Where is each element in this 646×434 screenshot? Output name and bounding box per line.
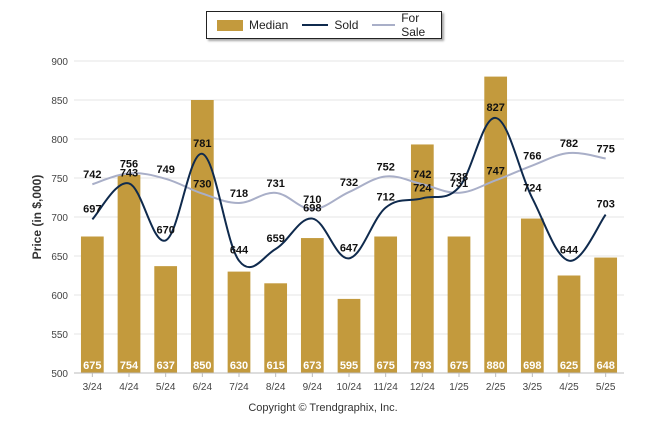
median-data-label: 625 bbox=[560, 360, 578, 372]
median-data-label: 675 bbox=[450, 360, 468, 372]
sold-data-label: 724 bbox=[523, 182, 542, 194]
y-tick-label: 900 bbox=[51, 57, 68, 68]
legend-item-forsale: For Sale bbox=[372, 11, 441, 39]
forsale-data-label: 756 bbox=[120, 158, 138, 170]
y-tick-label: 850 bbox=[51, 96, 68, 107]
chart-legend: Median Sold For Sale bbox=[206, 11, 442, 39]
x-tick-label: 10/24 bbox=[336, 382, 361, 393]
x-tick-label: 2/25 bbox=[486, 382, 506, 393]
y-tick-label: 550 bbox=[51, 330, 68, 341]
median-data-label: 637 bbox=[156, 360, 174, 372]
forsale-data-label: 718 bbox=[230, 188, 248, 200]
sold-data-label: 697 bbox=[83, 203, 101, 215]
x-tick-label: 8/24 bbox=[266, 382, 286, 393]
copyright-text: Copyright © Trendgraphix, Inc. bbox=[248, 402, 398, 414]
x-tick-label: 11/24 bbox=[374, 382, 399, 393]
median-data-label: 675 bbox=[376, 360, 394, 372]
median-bar bbox=[374, 236, 398, 373]
median-data-label: 793 bbox=[413, 360, 431, 372]
sold-data-label: 670 bbox=[156, 224, 174, 236]
median-data-label: 673 bbox=[303, 360, 321, 372]
median-bar bbox=[190, 100, 214, 373]
sold-data-label: 644 bbox=[560, 245, 579, 257]
sold-line bbox=[91, 116, 607, 269]
x-tick-label: 5/24 bbox=[156, 382, 176, 393]
sold-data-label: 712 bbox=[376, 192, 394, 204]
forsale-data-label: 747 bbox=[486, 165, 504, 177]
median-data-label: 595 bbox=[340, 360, 358, 372]
forsale-data-label: 749 bbox=[156, 164, 174, 176]
legend-label-median: Median bbox=[249, 18, 289, 32]
y-tick-label: 500 bbox=[51, 369, 68, 380]
forsale-data-label: 742 bbox=[413, 169, 431, 181]
median-data-label: 615 bbox=[266, 360, 284, 372]
legend-swatch-forsale bbox=[372, 24, 396, 26]
x-tick-label: 1/25 bbox=[449, 382, 469, 393]
median-bar bbox=[447, 236, 471, 373]
forsale-data-label: 710 bbox=[303, 194, 321, 206]
legend-label-forsale: For Sale bbox=[401, 11, 426, 39]
sold-data-label: 781 bbox=[193, 138, 211, 150]
sold-data-label: 659 bbox=[266, 233, 284, 245]
y-tick-label: 650 bbox=[51, 252, 68, 263]
forsale-data-label: 731 bbox=[266, 178, 284, 190]
legend-label-sold: Sold bbox=[334, 18, 359, 32]
median-bar bbox=[117, 174, 141, 373]
x-tick-label: 3/25 bbox=[523, 382, 543, 393]
median-data-label: 698 bbox=[523, 360, 541, 372]
median-bar bbox=[484, 76, 508, 373]
median-bar bbox=[520, 218, 544, 373]
sold-data-label: 738 bbox=[450, 171, 468, 183]
sold-data-label: 827 bbox=[486, 102, 504, 114]
forsale-data-label: 766 bbox=[523, 151, 541, 163]
median-bar bbox=[337, 298, 361, 373]
sold-data-label: 647 bbox=[340, 242, 358, 254]
y-tick-label: 700 bbox=[51, 213, 68, 224]
median-bar bbox=[300, 238, 324, 373]
legend-swatch-sold bbox=[302, 24, 329, 26]
y-tick-label: 800 bbox=[51, 135, 68, 146]
y-tick-label: 750 bbox=[51, 174, 68, 185]
sold-data-label: 724 bbox=[413, 182, 432, 194]
median-data-label: 675 bbox=[83, 360, 101, 372]
forsale-data-label: 775 bbox=[596, 144, 614, 156]
x-tick-label: 5/25 bbox=[596, 382, 616, 393]
legend-swatch-median bbox=[217, 19, 243, 31]
median-data-label: 754 bbox=[120, 360, 139, 372]
x-tick-label: 12/24 bbox=[410, 382, 435, 393]
forsale-data-label: 730 bbox=[193, 179, 211, 191]
median-bar bbox=[154, 266, 178, 373]
median-bar bbox=[80, 236, 104, 373]
x-tick-label: 3/24 bbox=[83, 382, 103, 393]
median-bar bbox=[227, 271, 251, 373]
y-axis-label: Price (in $,000) bbox=[30, 175, 44, 260]
sold-data-label: 644 bbox=[230, 245, 249, 257]
median-data-label: 880 bbox=[486, 360, 504, 372]
x-tick-label: 6/24 bbox=[193, 382, 213, 393]
x-tick-label: 7/24 bbox=[229, 382, 249, 393]
x-tick-label: 9/24 bbox=[303, 382, 323, 393]
x-tick-label: 4/24 bbox=[119, 382, 139, 393]
legend-item-sold: Sold bbox=[302, 18, 358, 32]
median-bar bbox=[410, 144, 434, 373]
median-data-label: 648 bbox=[596, 360, 614, 372]
forsale-data-label: 742 bbox=[83, 169, 101, 181]
median-data-label: 630 bbox=[230, 360, 248, 372]
legend-item-median: Median bbox=[217, 18, 288, 32]
forsale-data-label: 752 bbox=[376, 161, 394, 173]
sold-data-label: 698 bbox=[303, 203, 321, 215]
median-bar bbox=[264, 283, 288, 373]
sold-data-label: 703 bbox=[596, 199, 614, 211]
median-bar bbox=[594, 257, 618, 373]
forsale-data-label: 782 bbox=[560, 138, 578, 150]
x-tick-label: 4/25 bbox=[559, 382, 579, 393]
sold-data-label: 743 bbox=[120, 167, 138, 179]
median-data-label: 850 bbox=[193, 360, 211, 372]
y-tick-label: 600 bbox=[51, 291, 68, 302]
forsale-data-label: 732 bbox=[340, 177, 358, 189]
forsale-data-label: 731 bbox=[450, 178, 468, 190]
median-bar bbox=[557, 275, 581, 373]
